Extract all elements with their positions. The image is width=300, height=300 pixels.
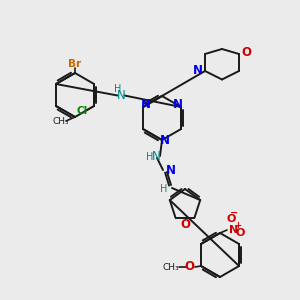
Text: H: H xyxy=(146,152,154,162)
Text: N: N xyxy=(173,98,183,112)
Text: N: N xyxy=(160,134,170,148)
Text: Br: Br xyxy=(68,59,82,69)
Text: N: N xyxy=(152,151,160,164)
Text: −: − xyxy=(230,208,238,218)
Text: O: O xyxy=(241,46,251,59)
Text: O: O xyxy=(235,228,245,238)
Text: N: N xyxy=(166,164,176,176)
Text: Cl: Cl xyxy=(76,106,88,116)
Text: CH₃: CH₃ xyxy=(163,262,179,272)
Text: +: + xyxy=(235,220,242,230)
Text: O: O xyxy=(180,218,190,231)
Text: H: H xyxy=(114,85,121,94)
Text: CH₃: CH₃ xyxy=(53,118,69,127)
Text: N: N xyxy=(117,89,126,102)
Text: N: N xyxy=(229,225,238,235)
Text: H: H xyxy=(160,184,168,194)
Text: N: N xyxy=(193,64,203,77)
Text: O: O xyxy=(226,214,236,224)
Text: O: O xyxy=(184,260,194,274)
Text: N: N xyxy=(141,98,151,112)
